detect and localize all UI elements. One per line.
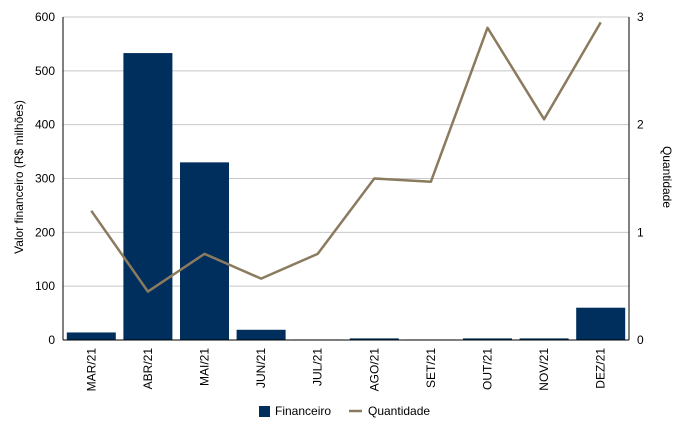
- y-tick-label: 100: [35, 279, 55, 293]
- left-axis-ticks: 0 100 200 300 400 500 600: [35, 10, 55, 347]
- y2-axis-title: Quantidade: [660, 146, 674, 208]
- y2-tick-label: 1: [637, 225, 644, 239]
- right-axis-ticks: 0 1 2 3: [637, 10, 644, 347]
- y-axis-title: Valor financeiro (R$ milhões): [12, 100, 26, 254]
- y2-tick-label: 0: [637, 333, 644, 347]
- y2-tick-label: 3: [637, 10, 644, 24]
- y-tick-label: 200: [35, 225, 55, 239]
- bar-series-financeiro: [67, 53, 625, 340]
- x-tick-label: JUN/21: [254, 348, 268, 388]
- y-tick-label: 500: [35, 64, 55, 78]
- legend: Financeiro Quantidade: [259, 404, 430, 418]
- x-tick-label: ABR/21: [141, 348, 155, 390]
- y-tick-label: 300: [35, 172, 55, 186]
- x-axis-ticks: MAR/21 ABR/21 MAI/21 JUN/21 JUL/21 AGO/21 SET/…: [84, 348, 607, 392]
- bar: [67, 332, 116, 340]
- y-tick-label: 0: [48, 333, 55, 347]
- x-tick-label: MAI/21: [198, 348, 212, 386]
- x-tick-label: NOV/21: [537, 348, 551, 391]
- bar: [180, 162, 229, 340]
- x-tick-label: OUT/21: [481, 348, 495, 390]
- legend-label-financeiro: Financeiro: [275, 404, 331, 418]
- x-tick-label: DEZ/21: [594, 348, 608, 389]
- bar: [123, 53, 172, 340]
- legend-label-quantidade: Quantidade: [368, 404, 430, 418]
- y-tick-label: 600: [35, 10, 55, 24]
- legend-swatch-financeiro: [259, 406, 270, 417]
- x-tick-label: JUL/21: [311, 348, 325, 386]
- x-tick-label: MAR/21: [84, 348, 98, 392]
- y2-tick-label: 2: [637, 118, 644, 132]
- bar: [237, 330, 286, 340]
- x-tick-label: SET/21: [424, 348, 438, 388]
- y-tick-label: 400: [35, 118, 55, 132]
- x-tick-label: AGO/21: [367, 348, 381, 392]
- bar: [576, 308, 625, 340]
